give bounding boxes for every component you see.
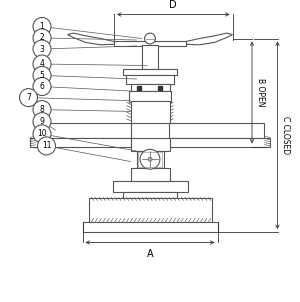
Bar — [82, 221, 218, 232]
Bar — [169, 123, 264, 137]
Text: 6: 6 — [40, 82, 44, 91]
Polygon shape — [68, 33, 116, 45]
Bar — [130, 83, 170, 91]
Bar — [130, 137, 170, 151]
Circle shape — [38, 137, 56, 155]
Text: 1: 1 — [40, 22, 44, 31]
Bar — [136, 151, 164, 168]
Circle shape — [33, 125, 51, 143]
Bar — [158, 86, 162, 90]
Circle shape — [33, 78, 51, 95]
Circle shape — [33, 55, 51, 73]
Bar — [130, 101, 170, 123]
Circle shape — [20, 88, 38, 107]
Bar — [123, 69, 177, 75]
Circle shape — [140, 149, 160, 169]
Bar — [130, 168, 170, 181]
Bar — [129, 91, 171, 101]
Circle shape — [145, 33, 155, 44]
Circle shape — [33, 18, 51, 36]
Circle shape — [33, 101, 51, 119]
Bar — [138, 152, 162, 167]
Text: 4: 4 — [40, 59, 44, 69]
Circle shape — [33, 66, 51, 84]
Text: 8: 8 — [40, 105, 44, 114]
Text: 9: 9 — [40, 117, 44, 126]
Text: 5: 5 — [40, 71, 44, 80]
Circle shape — [33, 40, 51, 58]
Text: C CLOSED: C CLOSED — [281, 116, 290, 154]
Text: 7: 7 — [26, 93, 31, 102]
Polygon shape — [184, 33, 232, 45]
Bar — [36, 123, 130, 137]
Text: 10: 10 — [37, 129, 47, 138]
Bar — [88, 198, 212, 221]
Text: A: A — [147, 249, 153, 259]
Text: D: D — [169, 0, 177, 10]
Text: 11: 11 — [42, 141, 51, 150]
Circle shape — [33, 113, 51, 130]
Text: 2: 2 — [40, 34, 44, 42]
Bar — [123, 191, 177, 198]
Circle shape — [33, 29, 51, 47]
Bar — [114, 40, 186, 46]
Bar — [169, 137, 270, 146]
Text: B OPEN: B OPEN — [256, 78, 265, 107]
Bar — [112, 181, 188, 191]
Bar — [142, 44, 158, 69]
Bar — [126, 75, 174, 83]
Bar — [136, 86, 141, 90]
Text: 3: 3 — [40, 44, 44, 53]
Bar — [30, 137, 130, 146]
Circle shape — [148, 157, 152, 161]
